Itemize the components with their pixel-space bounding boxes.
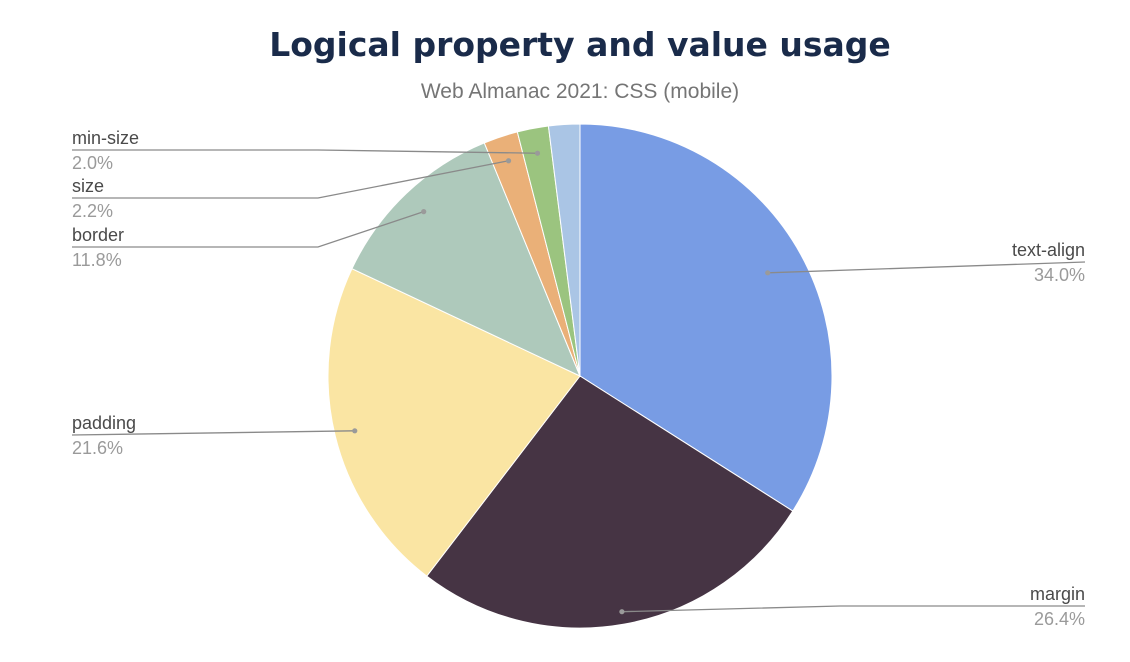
- leader-dot-border: [421, 209, 427, 215]
- leader-line-text-align: [767, 261, 1086, 274]
- slice-labels: text-align 34.0% margin 26.4% padding 21.6% bo…: [72, 128, 1085, 629]
- slice-value-size: 2.2%: [72, 201, 113, 221]
- pie-slices: [327, 123, 833, 629]
- leader-dot-margin: [619, 609, 625, 615]
- slice-value-text-align: 34.0%: [1034, 265, 1085, 285]
- leader-line-size: [72, 160, 509, 199]
- leader-line-margin: [621, 605, 1085, 613]
- pie-slice-padding: [327, 268, 581, 577]
- pie-slice-margin: [426, 375, 794, 629]
- slice-value-padding: 21.6%: [72, 438, 123, 458]
- slice-value-min-size: 2.0%: [72, 153, 113, 173]
- slice-label-text-align: text-align: [1012, 240, 1085, 260]
- leader-line-min-size: [72, 149, 538, 154]
- leader-dot-size: [505, 158, 512, 164]
- pie-slice-other: [547, 123, 581, 377]
- chart-title: Logical property and value usage: [269, 25, 891, 64]
- leader-line-padding: [71, 430, 355, 436]
- slice-label-border: border: [72, 225, 124, 245]
- slice-label-size: size: [72, 176, 104, 196]
- leader-line-border: [72, 211, 424, 248]
- chart-subtitle: Web Almanac 2021: CSS (mobile): [421, 80, 739, 103]
- pie-slice-text-align: [579, 123, 833, 512]
- leader-dot-min-size: [534, 150, 541, 156]
- slice-value-margin: 26.4%: [1034, 609, 1085, 629]
- slice-label-min-size: min-size: [72, 128, 139, 148]
- leader-dot-padding: [352, 428, 358, 434]
- pie-slice-border: [351, 142, 581, 378]
- leader-dot-text-align: [765, 270, 771, 276]
- slice-label-margin: margin: [1030, 584, 1085, 604]
- leader-lines: [71, 149, 1086, 615]
- slice-value-border: 11.8%: [72, 250, 122, 270]
- slice-label-padding: padding: [72, 413, 136, 433]
